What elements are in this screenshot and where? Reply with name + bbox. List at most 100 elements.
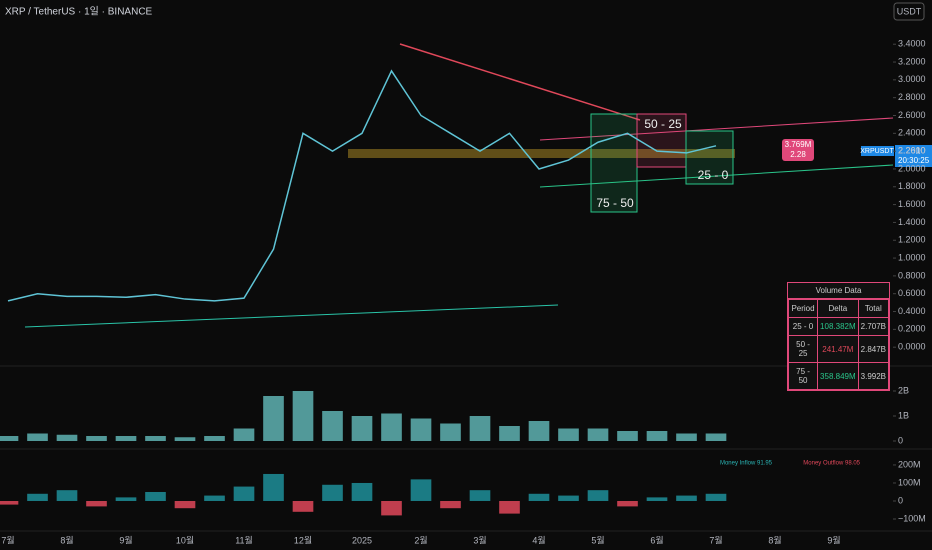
table-row: Period Delta Total <box>787 299 890 318</box>
bar <box>705 493 727 501</box>
x-tick-label: 6월 <box>650 534 663 545</box>
y-tick-label: −100M <box>898 513 926 523</box>
box-label: 75 - 50 <box>596 196 634 210</box>
bar <box>558 428 579 441</box>
chart-title: XRP / TetherUS · 1일 · BINANCE <box>5 6 153 18</box>
bar <box>322 484 343 501</box>
x-tick-label: 8월 <box>60 534 73 545</box>
table: Period Delta Total 25 - 0 108.382M 2.707B 50 -… <box>787 299 890 390</box>
bar <box>115 497 137 501</box>
table-cell: 241.47M <box>817 335 859 363</box>
bar <box>56 434 78 441</box>
bar <box>233 428 255 441</box>
trend-line <box>24 304 559 328</box>
flow-tag <box>782 139 814 161</box>
bar <box>381 413 402 441</box>
bar <box>440 500 461 509</box>
bar <box>27 493 48 501</box>
bar <box>528 493 550 501</box>
bar <box>292 500 314 512</box>
bar <box>145 436 166 441</box>
y-tick-label: 100M <box>898 477 921 487</box>
trend-line <box>539 117 894 141</box>
table-row: 25 - 0 108.382M 2.707B <box>787 317 890 336</box>
bar <box>410 418 432 441</box>
bar <box>86 436 107 441</box>
y-tick-label: 0 <box>898 495 903 505</box>
y-tick-label: 0.8000 <box>898 270 926 280</box>
x-tick-label: 10월 <box>176 534 194 545</box>
bar <box>351 482 373 501</box>
table-cell: 50 - 25 <box>787 335 819 363</box>
bar <box>410 479 432 501</box>
y-tick-label: 2.6000 <box>898 110 926 120</box>
bar <box>263 396 284 441</box>
legend-outflow: Money Outflow 98.05 <box>803 461 860 467</box>
x-tick-label: 9월 <box>827 534 840 545</box>
last-price: 2.2610 <box>898 145 926 155</box>
bar <box>56 490 78 501</box>
bar <box>263 473 284 501</box>
currency-box[interactable] <box>893 2 925 21</box>
bar <box>115 436 137 441</box>
x-tick-label: 5월 <box>591 534 604 545</box>
bar <box>499 500 520 514</box>
y-tick-label: 0.0000 <box>898 342 926 352</box>
bar <box>676 495 697 501</box>
y-tick-label: 3.0000 <box>898 74 926 84</box>
currency[interactable]: USDT <box>897 6 922 16</box>
bar <box>587 490 609 501</box>
trend-line <box>399 43 641 121</box>
y-tick-label: 1.4000 <box>898 217 926 227</box>
table-cell: 108.382M <box>817 317 859 336</box>
y-tick-label: 2B <box>898 385 909 395</box>
y-tick-label: 0.4000 <box>898 306 926 316</box>
y-tick-label: 0.6000 <box>898 288 926 298</box>
table-cell: 2.707B <box>857 317 890 336</box>
price-line <box>7 69 717 302</box>
x-tick-label: 7월 <box>709 534 722 545</box>
bar <box>145 491 166 501</box>
y-tick-label: 1.2000 <box>898 235 926 245</box>
bar <box>646 431 668 441</box>
y-tick-label: 1.6000 <box>898 199 926 209</box>
table-title: Volume Data <box>788 283 889 299</box>
price-tag <box>895 145 932 167</box>
x-tick-label: 12월 <box>294 534 312 545</box>
symbol: XRPUSDT <box>860 148 894 155</box>
bar <box>381 500 402 516</box>
table-cell: 358.849M <box>817 362 859 390</box>
countdown: 20:30:25 <box>898 156 930 165</box>
zone-box <box>636 113 687 168</box>
bar <box>86 500 107 507</box>
bar <box>587 428 609 441</box>
bar <box>617 431 638 441</box>
y-tick-label: 2.8000 <box>898 92 926 102</box>
zone-box <box>685 130 734 185</box>
flow-price: 2.28 <box>790 150 806 159</box>
x-tick-label: 8월 <box>768 534 781 545</box>
y-tick-label: 3.4000 <box>898 39 926 49</box>
bar <box>469 490 491 501</box>
y-tick-label: 0 <box>898 435 903 445</box>
y-tick-label: 2.0000 <box>898 163 926 173</box>
zone-box <box>590 113 638 213</box>
y-tick-label: 200M <box>898 459 921 469</box>
y-tick-label: 1B <box>898 410 909 420</box>
bar <box>558 495 579 501</box>
table-cell: Total <box>857 299 890 318</box>
symbol-tag <box>861 146 894 156</box>
box-label: 50 - 25 <box>644 117 682 131</box>
bar <box>204 436 225 441</box>
zone-band <box>348 149 735 158</box>
bar <box>351 416 373 441</box>
y-tick-label: 1.0000 <box>898 252 926 262</box>
legend-inflow: Money Inflow 91.95 <box>720 461 773 467</box>
x-tick-label: 9월 <box>119 534 132 545</box>
flow-value: 3.769M <box>785 140 812 149</box>
table-cell: 75 - 50 <box>787 362 819 390</box>
table-cell: 25 - 0 <box>787 317 819 336</box>
x-tick-label: 3월 <box>473 534 486 545</box>
